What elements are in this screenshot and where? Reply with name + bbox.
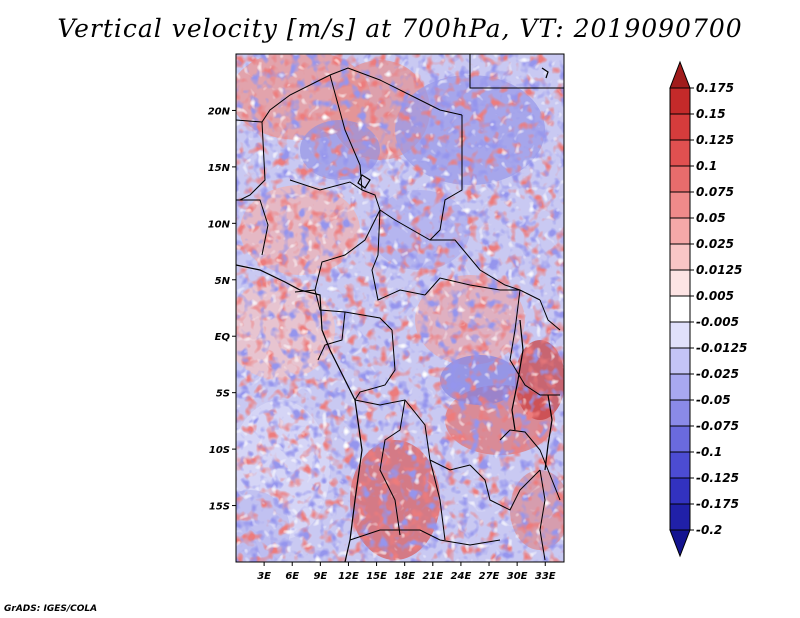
colorbar-box (669, 217, 691, 245)
lakes-coastline (236, 67, 553, 562)
lat-tick-label: 5S (216, 389, 230, 400)
lat-tick-label: 5N (215, 276, 231, 287)
colorbar-box (669, 295, 691, 323)
colorbar-label: -0.025 (696, 367, 739, 381)
map-field (236, 54, 564, 562)
lon-tick-label: 30E (507, 571, 528, 582)
colorbar-box (669, 139, 691, 167)
colorbar-box (669, 503, 691, 531)
lon-tick-label: 6E (285, 571, 299, 582)
lon-tick-label: 33E (535, 571, 556, 582)
colorbar-label: 0.0125 (696, 263, 742, 277)
longitude-axis: 3E 6E 9E 12E 15E 18E 21E 24E 27E 30E 33E (257, 562, 556, 582)
lat-tick-label: EQ (215, 332, 231, 343)
lon-tick-label: 21E (422, 571, 443, 582)
lat-tick-label: 15N (208, 163, 231, 174)
colorbar-label: -0.175 (696, 497, 739, 511)
colorbar-box (669, 165, 691, 193)
colorbar-box (669, 321, 691, 349)
country-borders (236, 54, 564, 561)
colorbar-label: -0.125 (696, 471, 739, 485)
colorbar-box (669, 451, 691, 479)
colorbar-label: 0.125 (696, 133, 734, 147)
colorbar-label: 0.005 (696, 289, 734, 303)
colorbar-label: 0.025 (696, 237, 734, 251)
colorbar-label: 0.15 (696, 107, 726, 121)
chart-title: Vertical velocity [m/s] at 700hPa, VT: 2… (57, 14, 743, 43)
colorbar-label: 0.075 (696, 185, 734, 199)
colorbar-box (669, 399, 691, 427)
colorbar-box (669, 373, 691, 401)
colorbar-label: 0.175 (696, 81, 734, 95)
colorbar-box (669, 477, 691, 505)
latitude-axis: 20N 15N 10N 5N EQ 5S 10S 15S (208, 106, 236, 513)
colorbar-label: -0.1 (696, 445, 722, 459)
colorbar-box (669, 113, 691, 141)
colorbar-box (669, 425, 691, 453)
colorbar-label: 0.1 (696, 159, 717, 173)
lat-tick-label: 10N (208, 219, 231, 230)
lat-tick-label: 20N (208, 106, 231, 117)
grads-credit: GrADS: IGES/COLA (4, 604, 98, 614)
colorbar-label: 0.05 (696, 211, 726, 225)
lon-tick-label: 18E (394, 571, 415, 582)
colorbar-box (669, 269, 691, 297)
lon-tick-label: 15E (366, 571, 387, 582)
lat-tick-label: 15S (209, 502, 230, 513)
colorbar-label: -0.0125 (696, 341, 747, 355)
colorbar-box (669, 87, 691, 115)
colorbar-label: -0.2 (696, 523, 722, 537)
colorbar-box (669, 191, 691, 219)
colorbar-box (669, 529, 691, 558)
lon-tick-label: 9E (313, 571, 327, 582)
lon-tick-label: 24E (451, 571, 472, 582)
colorbar-label: -0.075 (696, 419, 739, 433)
colorbar-box (669, 60, 691, 89)
lon-tick-label: 3E (257, 571, 271, 582)
lon-tick-label: 12E (338, 571, 359, 582)
colorbar: 0.175 0.15 0.125 0.1 0.075 0.05 0.025 0.0125 0.0… (669, 60, 747, 558)
lon-tick-label: 27E (479, 571, 500, 582)
colorbar-label: -0.05 (696, 393, 731, 407)
colorbar-box (669, 347, 691, 375)
colorbar-box (669, 243, 691, 271)
colorbar-label: -0.005 (696, 315, 739, 329)
map-frame (235, 53, 565, 563)
lat-tick-label: 10S (209, 445, 230, 456)
